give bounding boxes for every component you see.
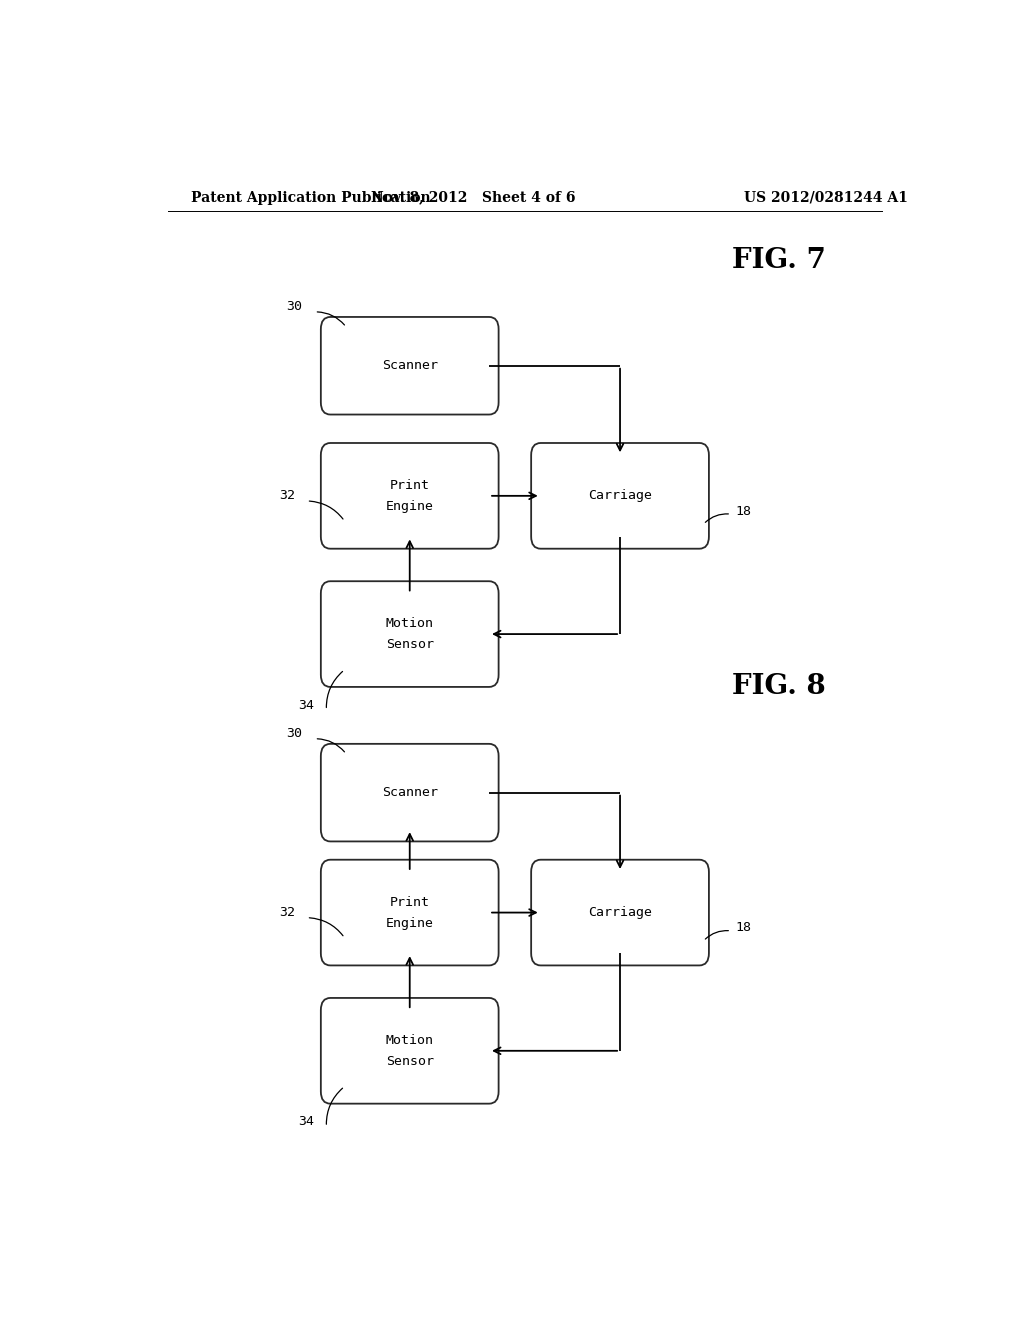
Text: 30: 30 — [287, 300, 303, 313]
Text: 18: 18 — [735, 921, 751, 935]
Text: Motion
Sensor: Motion Sensor — [386, 1034, 434, 1068]
Text: Scanner: Scanner — [382, 359, 437, 372]
FancyBboxPatch shape — [531, 444, 709, 549]
FancyBboxPatch shape — [321, 317, 499, 414]
FancyBboxPatch shape — [321, 581, 499, 686]
FancyBboxPatch shape — [321, 444, 499, 549]
Text: FIG. 8: FIG. 8 — [732, 673, 825, 701]
Text: US 2012/0281244 A1: US 2012/0281244 A1 — [744, 190, 908, 205]
Text: Patent Application Publication: Patent Application Publication — [191, 190, 431, 205]
Text: Nov. 8, 2012   Sheet 4 of 6: Nov. 8, 2012 Sheet 4 of 6 — [371, 190, 575, 205]
Text: 34: 34 — [299, 698, 314, 711]
Text: FIG. 7: FIG. 7 — [732, 247, 825, 273]
Text: Motion
Sensor: Motion Sensor — [386, 616, 434, 651]
Text: Scanner: Scanner — [382, 787, 437, 799]
Text: 18: 18 — [735, 504, 751, 517]
Text: 32: 32 — [279, 490, 295, 503]
FancyBboxPatch shape — [321, 859, 499, 965]
Text: Carriage: Carriage — [588, 906, 652, 919]
Text: 32: 32 — [279, 906, 295, 919]
Text: 30: 30 — [287, 727, 303, 741]
Text: Print
Engine: Print Engine — [386, 895, 434, 929]
FancyBboxPatch shape — [321, 998, 499, 1104]
FancyBboxPatch shape — [531, 859, 709, 965]
Text: Print
Engine: Print Engine — [386, 479, 434, 513]
FancyBboxPatch shape — [321, 744, 499, 841]
Text: Carriage: Carriage — [588, 490, 652, 503]
Text: 34: 34 — [299, 1115, 314, 1129]
